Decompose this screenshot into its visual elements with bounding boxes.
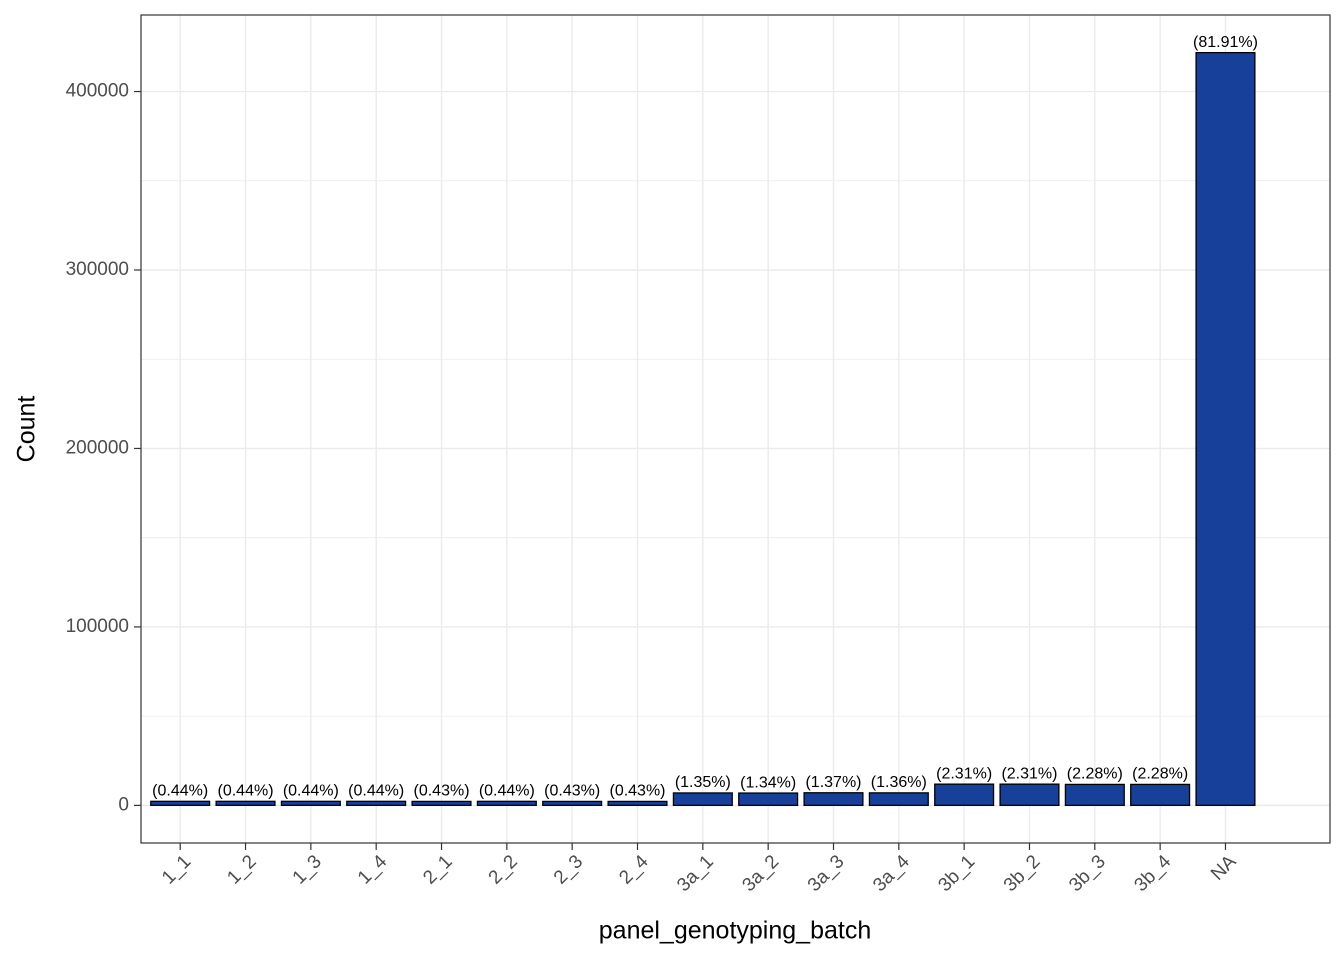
y-tick-label: 400000 bbox=[66, 81, 129, 102]
bar bbox=[934, 783, 995, 807]
percent-label: (0.44%) bbox=[479, 783, 535, 800]
bar bbox=[803, 792, 864, 807]
bar bbox=[150, 800, 211, 807]
percent-label: (2.31%) bbox=[1001, 765, 1057, 782]
x-tick-label: 2_1 bbox=[419, 851, 456, 888]
bar bbox=[1130, 783, 1191, 807]
y-tick-label: 100000 bbox=[66, 616, 129, 637]
x-tick-label: 2_2 bbox=[485, 851, 522, 888]
x-tick-label: 1_3 bbox=[289, 851, 326, 888]
x-tick-label: 3a_3 bbox=[804, 851, 849, 896]
percent-label: (0.44%) bbox=[283, 783, 339, 800]
bar bbox=[738, 792, 799, 807]
percent-label: (1.37%) bbox=[805, 774, 861, 791]
percent-label: (1.34%) bbox=[740, 774, 796, 791]
x-tick-label: 1_2 bbox=[223, 851, 260, 888]
percent-label: (81.91%) bbox=[1193, 34, 1258, 51]
bar bbox=[672, 792, 733, 807]
percent-label: (0.44%) bbox=[218, 783, 274, 800]
percent-label: (2.28%) bbox=[1067, 766, 1123, 783]
percent-label: (1.36%) bbox=[871, 774, 927, 791]
percent-label: (0.44%) bbox=[152, 783, 208, 800]
x-tick-label: 2_3 bbox=[550, 851, 587, 888]
percent-label: (0.43%) bbox=[544, 783, 600, 800]
percent-label: (2.28%) bbox=[1132, 766, 1188, 783]
bar bbox=[542, 800, 603, 807]
bar bbox=[280, 800, 341, 807]
x-tick-label: 1_4 bbox=[354, 851, 392, 889]
plot-border bbox=[140, 14, 1331, 844]
y-axis-title: Count bbox=[13, 396, 41, 463]
percent-label: (0.43%) bbox=[609, 783, 665, 800]
percent-label: (1.35%) bbox=[675, 774, 731, 791]
bar bbox=[215, 800, 276, 807]
bar bbox=[607, 800, 668, 807]
percent-label: (0.43%) bbox=[414, 783, 470, 800]
x-tick-label: 3a_4 bbox=[869, 851, 914, 896]
y-tick-label: 200000 bbox=[66, 437, 129, 458]
x-tick-label: 3a_1 bbox=[673, 851, 718, 896]
x-tick-label: 3b_3 bbox=[1065, 851, 1110, 896]
bar bbox=[868, 792, 929, 807]
y-tick-label: 0 bbox=[118, 794, 129, 815]
x-tick-label: 1_1 bbox=[158, 851, 195, 888]
x-axis-title: panel_genotyping_batch bbox=[599, 917, 871, 945]
bar bbox=[1064, 783, 1125, 807]
percent-label: (2.31%) bbox=[936, 765, 992, 782]
x-tick-label: NA bbox=[1207, 851, 1241, 885]
bar bbox=[411, 800, 472, 807]
bar bbox=[346, 800, 407, 807]
x-tick-label: 3a_2 bbox=[739, 851, 784, 896]
percent-label: (0.44%) bbox=[348, 783, 404, 800]
x-tick-label: 3b_4 bbox=[1130, 851, 1175, 896]
x-tick-label: 3b_1 bbox=[934, 851, 979, 896]
x-tick-label: 3b_2 bbox=[1000, 851, 1045, 896]
bar bbox=[476, 800, 537, 807]
x-tick-label: 2_4 bbox=[615, 851, 653, 889]
bar bbox=[999, 783, 1060, 807]
y-tick-label: 300000 bbox=[66, 259, 129, 280]
bar bbox=[1195, 51, 1256, 807]
